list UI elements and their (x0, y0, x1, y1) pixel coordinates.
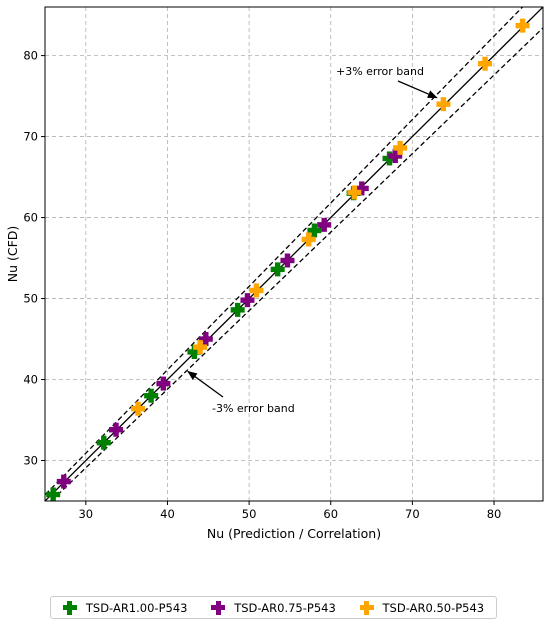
data-point (388, 149, 403, 164)
y-tick-label: 80 (23, 49, 38, 63)
x-tick-label: 50 (242, 507, 257, 521)
axis-ticks: 30 40 50 60 70 80 30 40 50 60 70 80 (23, 49, 501, 521)
y-tick-label: 60 (23, 211, 38, 225)
x-tick-label: 40 (160, 507, 175, 521)
y-tick-label: 70 (23, 130, 38, 144)
data-point (240, 293, 255, 308)
data-point (515, 18, 530, 33)
x-axis-label: Nu (Prediction / Correlation) (207, 526, 381, 541)
y-tick-label: 30 (23, 454, 38, 468)
legend-item: TSD-AR1.00-P543 (62, 600, 188, 615)
data-point (56, 474, 71, 489)
data-point (156, 376, 171, 391)
grid (45, 7, 543, 501)
x-tick-label: 80 (487, 507, 502, 521)
lower-band-annotation: -3% error band (212, 402, 295, 415)
data-point (307, 223, 322, 238)
upper-band-annotation: +3% error band (336, 65, 424, 78)
data-point (193, 340, 208, 355)
data-point (109, 422, 124, 437)
data-point (354, 181, 369, 196)
data-point (347, 185, 362, 200)
plus-marker-icon (211, 600, 226, 615)
upper-band-arrow (397, 80, 438, 99)
data-point (144, 388, 159, 403)
data-point (317, 217, 332, 232)
plus-marker-icon (62, 600, 77, 615)
chart: 30 40 50 60 70 80 30 40 50 60 70 80 +3% error band -… (5, 6, 544, 541)
data-point (187, 344, 202, 359)
y-tick-label: 40 (23, 373, 38, 387)
data-point (436, 97, 451, 112)
lower-band-arrow (187, 370, 224, 398)
upper-band-line (45, 7, 524, 496)
data-point (280, 253, 295, 268)
legend-label: TSD-AR0.75-P543 (234, 600, 336, 615)
y-axis-label: Nu (CFD) (5, 226, 20, 283)
data-point (96, 435, 111, 450)
lower-band-line (50, 26, 543, 501)
data-points (46, 18, 530, 501)
data-point (230, 302, 245, 317)
legend-item: TSD-AR0.75-P543 (211, 600, 336, 615)
x-tick-label: 30 (78, 507, 93, 521)
legend-label: TSD-AR0.50-P543 (382, 600, 485, 615)
x-tick-label: 70 (405, 507, 420, 521)
plot-frame (44, 6, 544, 502)
legend-label: TSD-AR1.00-P543 (85, 600, 188, 615)
data-point (46, 487, 61, 501)
annotations: +3% error band -3% error band (187, 65, 438, 415)
y-tick-label: 50 (23, 292, 38, 306)
data-point (478, 56, 493, 71)
data-point (270, 262, 285, 277)
legend: TSD-AR1.00-P543 TSD-AR0.75-P543 TSD-AR0.… (50, 596, 497, 619)
data-point (301, 232, 316, 247)
plus-marker-icon (359, 600, 374, 615)
legend-item: TSD-AR0.50-P543 (359, 600, 485, 615)
data-point (198, 332, 213, 347)
data-point (249, 283, 264, 298)
x-tick-label: 60 (323, 507, 338, 521)
data-point (131, 401, 146, 416)
data-point (393, 140, 408, 155)
